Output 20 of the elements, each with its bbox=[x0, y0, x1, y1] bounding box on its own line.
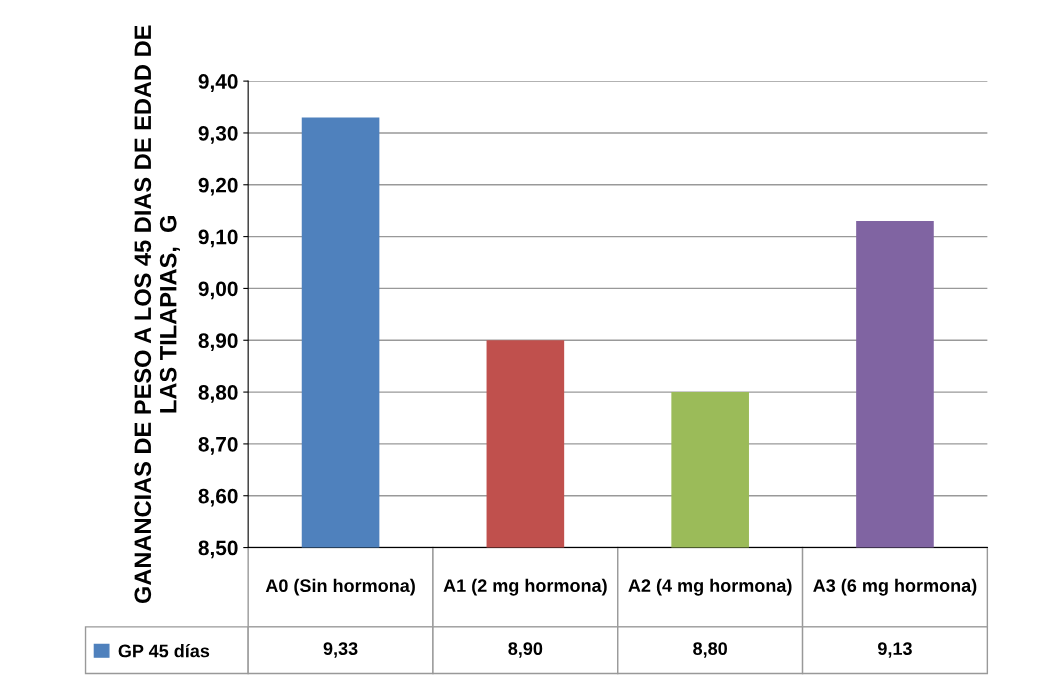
y-tick-label: 9,00 bbox=[198, 281, 238, 300]
data-label: 9,33 bbox=[323, 642, 358, 658]
y-tick-label: 9,30 bbox=[198, 125, 238, 144]
y-axis-title: GANANCIAS DE PESO A LOS 45 DIAS DE EDAD DE LAS TILAPIAS, G bbox=[134, 25, 180, 604]
y-tick-label: 8,50 bbox=[198, 540, 238, 559]
y-tick-label: 9,40 bbox=[198, 74, 238, 92]
y-tick-label: 9,20 bbox=[198, 177, 238, 196]
y-tick-label: 8,80 bbox=[198, 385, 238, 403]
data-label: 8,80 bbox=[693, 642, 727, 658]
data-label: 9,13 bbox=[878, 642, 912, 658]
legend-label: GP 45 días bbox=[118, 643, 210, 658]
x-tick-label: A1 (2 mg hormona) bbox=[443, 578, 607, 596]
y-tick-label: 8,60 bbox=[198, 488, 238, 507]
x-tick-label: A2 (4 mg hormona) bbox=[628, 578, 792, 596]
x-tick-label: A3 (6 mg hormona) bbox=[813, 578, 977, 596]
y-tick-label: 8,90 bbox=[198, 333, 238, 352]
x-tick-label: A0 (Sin hormona) bbox=[265, 578, 415, 596]
y-tick-label: 8,70 bbox=[198, 436, 238, 455]
data-label: 8,90 bbox=[508, 642, 543, 658]
y-tick-label: 9,10 bbox=[198, 229, 238, 248]
